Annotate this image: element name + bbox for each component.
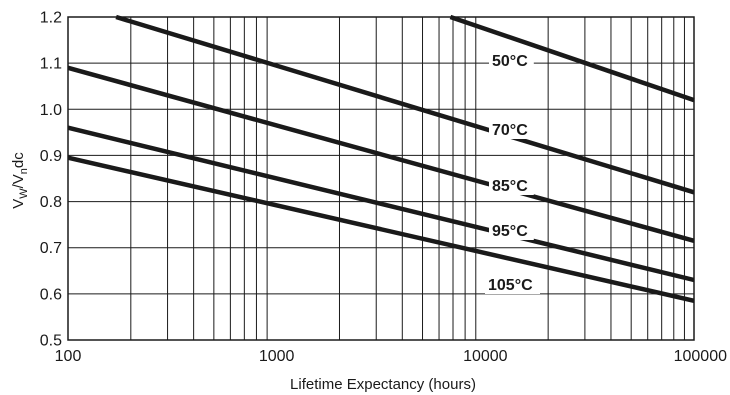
y-axis-label-sub-w: W bbox=[18, 188, 30, 199]
y-axis-ticks: 0.5 0.6 0.7 0.8 0.9 1.0 1.1 1.2 bbox=[40, 10, 62, 350]
y-tick-label: 0.6 bbox=[40, 286, 62, 303]
series-label: 95°C bbox=[492, 223, 528, 240]
y-tick-label: 0.9 bbox=[40, 148, 62, 165]
y-axis-label: VW/Vndc bbox=[10, 152, 30, 209]
x-axis-label: Lifetime Expectancy (hours) bbox=[290, 376, 476, 393]
series-label: 85°C bbox=[492, 178, 528, 195]
y-tick-label: 0.5 bbox=[40, 333, 62, 350]
series-label: 70°C bbox=[492, 122, 528, 139]
y-tick-label: 1.0 bbox=[40, 102, 62, 119]
x-axis-ticks: 100 1000 10000 100000 bbox=[55, 348, 727, 365]
plot-series bbox=[68, 17, 694, 301]
y-tick-label: 1.1 bbox=[40, 56, 62, 73]
x-tick-label: 100000 bbox=[674, 348, 727, 365]
series-line bbox=[68, 158, 694, 301]
y-tick-label: 0.7 bbox=[40, 240, 62, 257]
y-tick-label: 0.8 bbox=[40, 194, 62, 211]
y-axis-label-tail: dc bbox=[10, 152, 27, 168]
series-line bbox=[68, 128, 694, 280]
x-tick-label: 1000 bbox=[259, 348, 295, 365]
series-label: 105°C bbox=[488, 277, 533, 294]
series-line bbox=[68, 68, 694, 241]
y-axis-label-mid: /V bbox=[10, 174, 27, 188]
series-label: 50°C bbox=[492, 53, 528, 70]
y-tick-label: 1.2 bbox=[40, 10, 62, 27]
x-tick-label: 100 bbox=[55, 348, 82, 365]
x-tick-label: 10000 bbox=[463, 348, 508, 365]
series-line bbox=[450, 17, 694, 100]
y-axis-label-base: V bbox=[10, 199, 27, 209]
